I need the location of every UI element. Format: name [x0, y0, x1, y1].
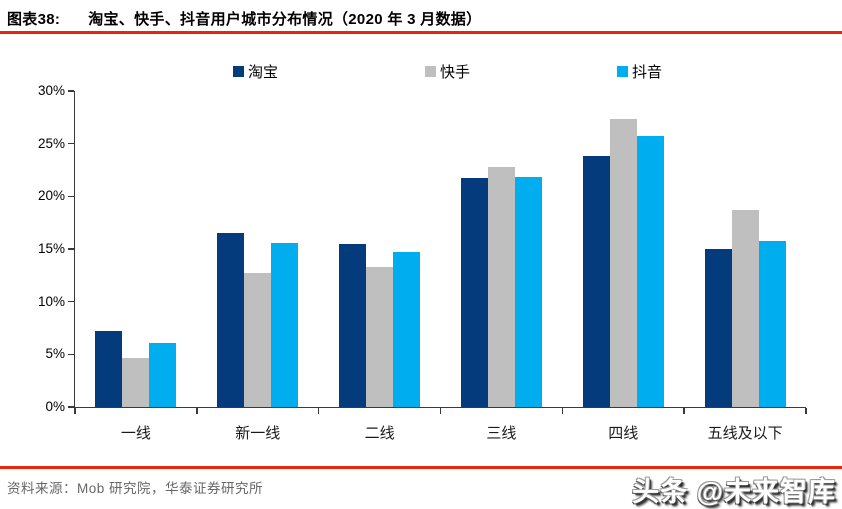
bar-抖音-一线 — [149, 342, 177, 407]
y-axis-tick — [68, 90, 74, 92]
title-divider — [0, 31, 842, 34]
y-axis-label: 10% — [37, 293, 65, 309]
bar-group-四线 — [562, 91, 684, 407]
x-axis-category-label: 一线 — [120, 425, 151, 442]
y-axis-tick — [68, 300, 74, 303]
x-axis-tick — [74, 408, 76, 414]
bar-group-新一线 — [197, 91, 319, 407]
bar-淘宝-四线 — [582, 156, 610, 407]
x-axis-category-label: 新一线 — [235, 425, 281, 442]
legend-swatch-icon — [233, 66, 244, 77]
y-axis-tick — [68, 142, 74, 145]
bar-快手-二线 — [366, 266, 394, 407]
y-axis-label: 20% — [37, 188, 65, 204]
x-axis-category-label: 五线及以下 — [707, 425, 783, 442]
bar-group-五线及以下 — [684, 91, 806, 407]
legend-label: 淘宝 — [248, 64, 279, 81]
x-axis-tick — [196, 408, 198, 414]
bar-抖音-三线 — [514, 177, 542, 407]
x-axis-tick — [683, 408, 685, 414]
bar-淘宝-五线及以下 — [704, 249, 732, 407]
bar-淘宝-一线 — [95, 331, 123, 407]
bar-group-二线 — [319, 91, 441, 407]
legend-swatch-icon — [617, 66, 628, 77]
bar-快手-一线 — [122, 357, 150, 407]
legend-swatch-icon — [425, 66, 436, 77]
bar-快手-四线 — [609, 119, 637, 407]
x-axis-tick — [805, 408, 807, 414]
bar-group-三线 — [441, 91, 563, 407]
bar-chart-plot-area: 0% 5% 10% 15% 20% 25% 30% 一线 新一线 二线 三线 四线 五线及以下 — [38, 83, 807, 442]
y-axis-tick — [68, 195, 74, 198]
y-axis-tick — [68, 406, 74, 408]
bar-快手-三线 — [487, 166, 515, 407]
legend-item-快手: 快手 — [425, 61, 470, 82]
bar-抖音-四线 — [636, 136, 664, 407]
legend-label: 快手 — [440, 64, 471, 81]
y-axis-label: 25% — [37, 135, 65, 151]
x-axis-tick — [317, 408, 320, 414]
y-axis-label: 30% — [37, 83, 65, 98]
bar-淘宝-二线 — [339, 243, 367, 407]
bar-淘宝-三线 — [460, 178, 488, 407]
legend-item-淘宝: 淘宝 — [233, 61, 278, 82]
figure-number: 图表38: — [7, 11, 61, 28]
x-axis-tick — [439, 408, 442, 414]
source-note: 资料来源：Mob 研究院，华泰证券研究所 — [7, 481, 264, 496]
y-axis-label: 5% — [45, 346, 65, 362]
bar-抖音-五线及以下 — [758, 240, 786, 407]
x-axis-category-label: 四线 — [608, 425, 639, 442]
y-axis-label: 15% — [37, 241, 65, 256]
toutiao-watermark: 头条 @未来智库 — [632, 477, 836, 507]
bar-快手-新一线 — [244, 273, 272, 407]
footer-divider — [0, 466, 842, 469]
legend-label: 抖音 — [632, 64, 663, 81]
bar-抖音-二线 — [393, 252, 421, 407]
y-axis-label: 0% — [45, 399, 65, 414]
x-axis-tick — [561, 408, 564, 414]
bar-淘宝-新一线 — [217, 233, 245, 407]
y-axis-tick — [68, 353, 74, 356]
legend-item-抖音: 抖音 — [617, 61, 662, 82]
bar-group-一线 — [75, 91, 197, 407]
figure-header: 图表38: 淘宝、快手、抖音用户城市分布情况（2020 年 3 月数据） — [7, 8, 837, 29]
figure-title: 淘宝、快手、抖音用户城市分布情况（2020 年 3 月数据） — [88, 11, 482, 28]
x-axis-category-label: 二线 — [364, 425, 395, 442]
y-axis-tick — [68, 248, 74, 250]
x-axis-category-label: 三线 — [486, 425, 517, 442]
bar-抖音-新一线 — [271, 242, 299, 407]
bar-快手-五线及以下 — [731, 210, 759, 407]
